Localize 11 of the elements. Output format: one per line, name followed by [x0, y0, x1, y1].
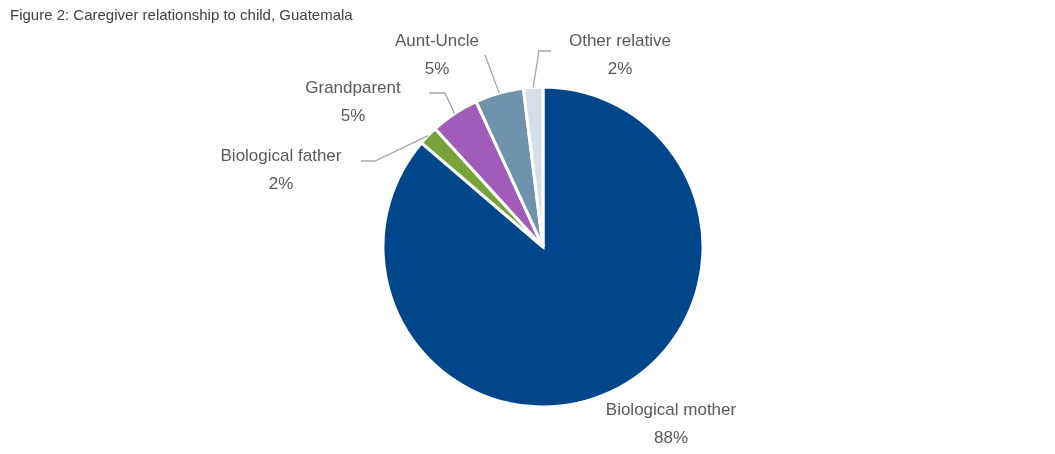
data-label: 2%: [607, 59, 633, 79]
data-label: 2%: [268, 174, 294, 194]
slice-label: Other relative: [568, 31, 672, 51]
data-label: 5%: [424, 59, 450, 79]
slice-label: Grandparent: [305, 78, 401, 98]
chart-title: Figure 2: Caregiver relationship to child, Guatemala: [10, 6, 354, 23]
data-label: 88%: [653, 428, 689, 448]
slice-label: Biological father: [220, 146, 342, 166]
data-label: 5%: [340, 106, 366, 126]
slice-label: Aunt-Uncle: [394, 31, 480, 51]
slice-label: Biological mother: [605, 400, 737, 420]
